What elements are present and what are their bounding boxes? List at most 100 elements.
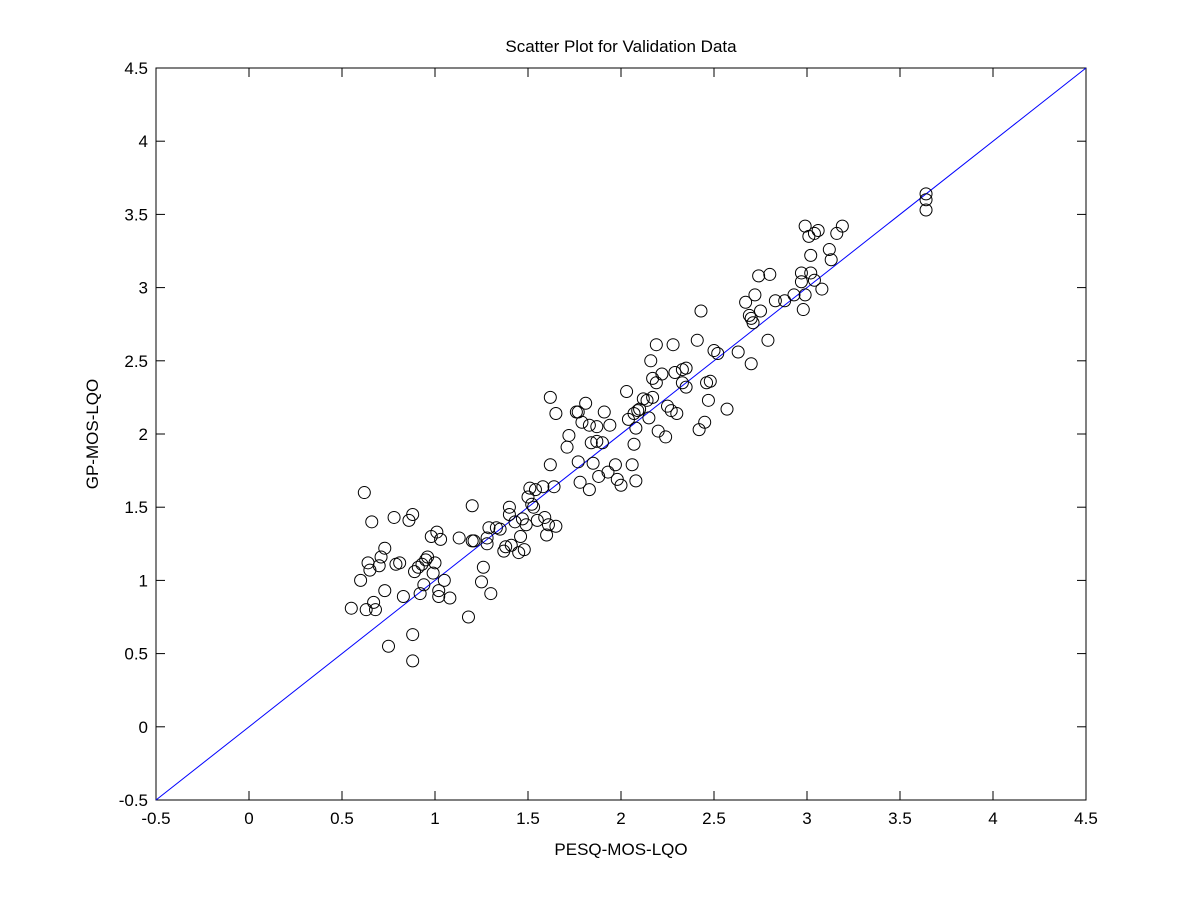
data-point xyxy=(396,590,410,604)
data-point xyxy=(798,288,812,302)
data-point xyxy=(698,415,712,429)
data-point xyxy=(748,288,762,302)
data-point xyxy=(426,566,440,580)
y-tick-label: 1.5 xyxy=(124,498,148,517)
data-point xyxy=(480,537,494,551)
data-point xyxy=(514,529,528,543)
data-point xyxy=(430,525,444,539)
data-point xyxy=(374,550,388,564)
y-tick-label: 2.5 xyxy=(124,352,148,371)
data-point xyxy=(744,357,758,371)
data-point xyxy=(590,420,604,434)
data-point xyxy=(482,521,496,535)
x-tick-label: 4.5 xyxy=(1074,809,1098,828)
x-tick-label: 3.5 xyxy=(888,809,912,828)
data-point xyxy=(417,578,431,592)
data-point xyxy=(679,361,693,375)
data-point xyxy=(502,500,516,514)
x-tick-label: 1 xyxy=(430,809,439,828)
data-point xyxy=(540,528,554,542)
x-tick-label: 0 xyxy=(244,809,253,828)
data-point xyxy=(365,515,379,529)
data-point xyxy=(731,345,745,359)
data-point xyxy=(627,437,641,451)
data-points xyxy=(344,187,933,668)
data-point xyxy=(668,366,682,380)
data-point xyxy=(595,436,609,450)
data-point xyxy=(592,469,606,483)
data-point xyxy=(523,481,537,495)
y-tick-label: 2 xyxy=(139,425,148,444)
y-tick-label: 4.5 xyxy=(124,59,148,78)
data-point xyxy=(579,396,593,410)
data-point xyxy=(437,573,451,587)
y-tick-label: 3 xyxy=(139,279,148,298)
data-point xyxy=(694,304,708,318)
data-point xyxy=(543,390,557,404)
data-point xyxy=(675,376,689,390)
y-tick-label: 0.5 xyxy=(124,645,148,664)
data-point xyxy=(582,483,596,497)
data-point xyxy=(359,603,373,617)
data-point xyxy=(811,224,825,238)
data-point xyxy=(787,288,801,302)
y-tick-label: 4 xyxy=(139,132,148,151)
data-point xyxy=(670,407,684,421)
data-point xyxy=(378,584,392,598)
data-point xyxy=(739,295,753,309)
data-point xyxy=(504,538,518,552)
data-point xyxy=(428,556,442,570)
data-point xyxy=(499,540,513,554)
data-point xyxy=(644,354,658,368)
data-point xyxy=(484,587,498,601)
data-point xyxy=(408,565,422,579)
y-tick-label: -0.5 xyxy=(119,791,148,810)
data-point xyxy=(465,499,479,513)
data-point xyxy=(393,556,407,570)
data-point xyxy=(541,518,555,532)
data-point xyxy=(919,193,933,207)
x-axis-label: PESQ-MOS-LQO xyxy=(554,840,687,859)
data-point xyxy=(590,434,604,448)
x-tick-label: 3 xyxy=(802,809,811,828)
data-point xyxy=(746,316,760,330)
data-point xyxy=(625,458,639,472)
data-point xyxy=(549,407,563,421)
data-point xyxy=(573,475,587,489)
data-point xyxy=(646,390,660,404)
data-point xyxy=(752,269,766,283)
data-point xyxy=(631,404,645,418)
data-point xyxy=(530,513,544,527)
data-point xyxy=(562,428,576,442)
data-point xyxy=(575,415,589,429)
data-point xyxy=(372,559,386,573)
data-point xyxy=(919,187,933,201)
data-point xyxy=(620,385,634,399)
data-point xyxy=(461,610,475,624)
y-tick-label: 3.5 xyxy=(124,205,148,224)
data-point xyxy=(432,584,446,598)
data-point xyxy=(521,490,535,504)
data-point xyxy=(796,303,810,317)
data-point xyxy=(822,243,836,257)
data-point xyxy=(413,587,427,601)
data-point xyxy=(547,480,561,494)
data-point xyxy=(804,266,818,280)
data-point xyxy=(597,405,611,419)
data-point xyxy=(357,486,371,500)
y-tick-label: 0 xyxy=(139,718,148,737)
data-point xyxy=(690,333,704,347)
data-point xyxy=(344,601,358,615)
data-point xyxy=(703,374,717,388)
data-point xyxy=(666,338,680,352)
data-point xyxy=(794,266,808,280)
data-point xyxy=(778,294,792,308)
data-point xyxy=(549,519,563,533)
data-point xyxy=(649,338,663,352)
data-point xyxy=(824,253,838,267)
data-point xyxy=(601,465,615,479)
data-point xyxy=(659,430,673,444)
data-point xyxy=(517,543,531,557)
data-point xyxy=(382,639,395,653)
